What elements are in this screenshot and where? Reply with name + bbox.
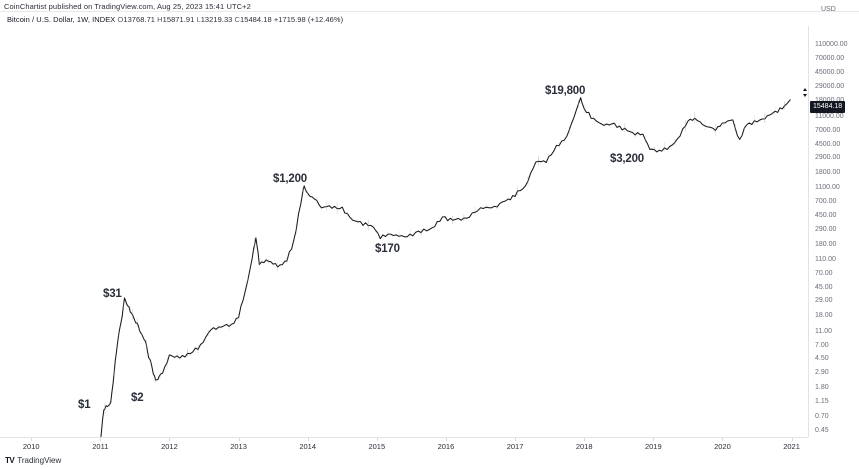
price-tick-label: 7.00 [815, 341, 829, 349]
time-tick-label: 2010 [22, 442, 40, 451]
price-annotation: $19,800 [545, 85, 586, 97]
symbol-name[interactable]: Bitcoin / U.S. Dollar, 1W, INDEX [7, 15, 116, 24]
price-tick-label: 29.00 [815, 297, 833, 305]
time-tick-label: 2013 [230, 442, 247, 451]
price-annotation: $1 [78, 399, 91, 411]
time-tick-mark [515, 438, 517, 441]
close-value: 15484.18 [240, 15, 272, 24]
price-tick-label: 1.15 [815, 397, 829, 405]
low-label: L [196, 15, 201, 24]
price-tick-label: 45000.00 [815, 68, 845, 76]
price-tick-label: 4.50 [815, 355, 829, 363]
close-label: C [234, 15, 240, 24]
time-tick-label: 2017 [506, 442, 524, 451]
price-tick-label: 2.90 [815, 369, 829, 377]
time-tick-mark [307, 438, 309, 441]
price-annotation: $1,200 [273, 173, 307, 185]
price-tick-label: 11000.00 [815, 112, 844, 120]
price-annotation: $31 [103, 288, 122, 300]
time-tick-label: 2020 [714, 442, 731, 451]
price-change: +1715.98 (+12.46%) [273, 15, 344, 24]
time-tick-label: 2011 [92, 442, 109, 451]
time-tick-mark [722, 438, 724, 441]
time-tick-label: 2019 [644, 442, 662, 451]
price-tick-label: 70.00 [815, 270, 833, 278]
time-tick-label: 2021 [783, 442, 800, 451]
tradingview-wordmark: TradingView [17, 456, 62, 465]
price-tick-label: 0.45 [815, 427, 829, 434]
price-annotation: $170 [375, 243, 400, 255]
time-tick-mark [445, 438, 447, 441]
price-tick-label: 45.00 [815, 283, 833, 291]
price-tick-label: 2900.00 [815, 154, 841, 162]
high-label: H [157, 15, 163, 24]
price-tick-label: 450.00 [815, 212, 837, 220]
price-tick-label: 18.00 [815, 312, 833, 320]
header-divider [0, 11, 859, 12]
plot-area[interactable] [0, 26, 808, 437]
symbol-legend: Bitcoin / U.S. Dollar, 1W, INDEX O13768.… [7, 15, 343, 24]
price-annotation: $2 [131, 392, 144, 404]
price-scale-axis[interactable]: USD 110000.00 70000.00 45000.00 29000.00 180… [803, 6, 859, 437]
price-annotation: $3,200 [610, 153, 644, 165]
price-tick-label: 11.00 [815, 327, 832, 335]
time-tick-mark [791, 438, 793, 441]
price-tick-label: 70000.00 [815, 55, 845, 63]
price-tick-label: 1100.00 [815, 184, 840, 192]
time-scale-axis[interactable]: 2010 2011 2012 2013 2014 2015 2016 2017 2018 2019… [0, 437, 808, 456]
time-tick-mark [653, 438, 655, 441]
open-value: 13768.71 [123, 15, 156, 24]
attribution-text: CoinChartist published on TradingView.co… [4, 2, 251, 11]
time-tick-mark [238, 438, 240, 441]
price-tick-label: 110000.00 [815, 41, 848, 49]
time-tick-mark [100, 438, 102, 441]
price-line-series [100, 97, 791, 437]
current-price-badge: 15484.18 [810, 101, 846, 114]
price-tick-label: 1800.00 [815, 169, 841, 177]
scale-cursor-icon [803, 88, 807, 97]
price-tick-label: 18000.00 [815, 97, 844, 105]
time-tick-label: 2015 [368, 442, 386, 451]
time-tick-label: 2012 [161, 442, 178, 451]
time-tick-label: 2016 [437, 442, 455, 451]
price-tick-label: 110.00 [815, 256, 836, 263]
open-label: O [117, 15, 124, 24]
high-value: 15871.91 [162, 15, 195, 24]
price-tick-label: 29000.00 [815, 82, 845, 90]
time-tick-mark [376, 438, 378, 441]
time-tick-mark [169, 438, 171, 441]
price-tick-label: 290.00 [815, 225, 837, 233]
tradingview-logo[interactable]: TV TradingView [5, 456, 61, 465]
price-tick-label: 7000.00 [815, 126, 841, 134]
price-tick-label: 4500.00 [815, 140, 841, 148]
tradingview-mark-icon: TV [5, 456, 15, 465]
price-scale-unit: USD [821, 6, 836, 13]
time-tick-mark [584, 438, 586, 441]
time-tick-label: 2014 [299, 442, 317, 451]
price-tick-label: 180.00 [815, 240, 837, 248]
price-tick-label: 0.70 [815, 413, 829, 421]
low-value: 13219.33 [200, 15, 233, 24]
price-tick-label: 700.00 [815, 198, 837, 206]
time-tick-mark [31, 438, 33, 441]
price-tick-label: 1.80 [815, 383, 829, 391]
time-tick-label: 2018 [575, 442, 593, 451]
